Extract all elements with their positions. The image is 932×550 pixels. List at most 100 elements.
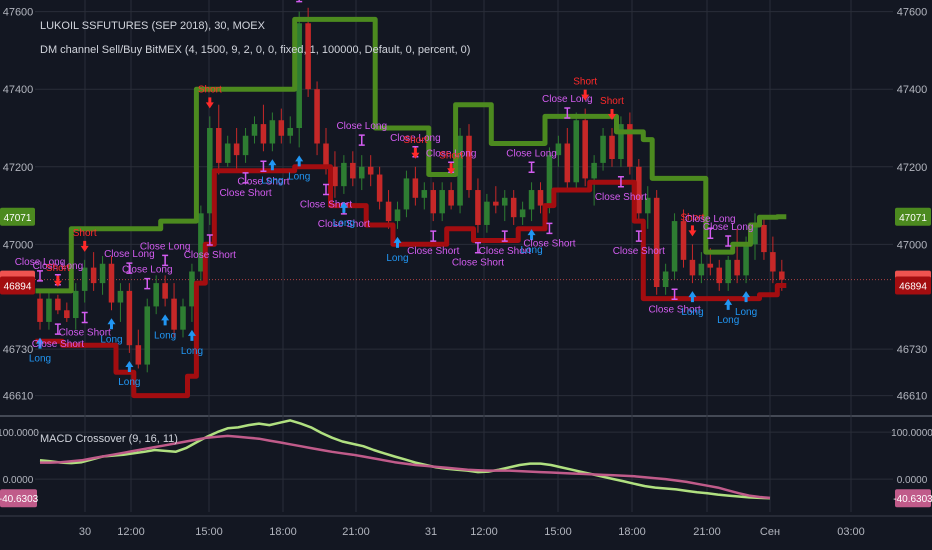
candle-down [376, 174, 383, 202]
long-signal-label: Long [154, 330, 176, 341]
close-long-marker-icon [37, 270, 43, 282]
close-short-label: Close Short [237, 176, 289, 187]
close-long-label: Close Long [542, 94, 593, 105]
long-signal-label: Long [181, 346, 203, 357]
macd-value-tag-right [895, 489, 931, 508]
candle-up [117, 290, 124, 303]
candle-up [224, 143, 231, 163]
close-long-marker-icon [707, 227, 714, 239]
short-signal-label: Short [73, 228, 97, 239]
candle-down [510, 197, 517, 218]
close-long-marker-icon [296, 0, 303, 3]
macd-y-tick-left: 0.0000 [3, 475, 34, 486]
candle-down [350, 162, 356, 179]
candle-down [260, 124, 267, 144]
close-short-label: Close Short [300, 200, 352, 211]
price-tag-left-label: 46894 [4, 281, 32, 292]
candle-down [64, 310, 70, 319]
short-arrow-icon [608, 108, 616, 120]
close-short-marker-icon [617, 176, 624, 188]
close-long-marker-icon [358, 134, 365, 146]
candle-down [564, 143, 571, 183]
long-arrow-icon [107, 318, 116, 330]
candle-up [618, 124, 624, 160]
macd-legend: MACD Crossover (9, 16, 11) [40, 433, 178, 445]
price-tag-left-label: 47071 [4, 213, 32, 224]
x-tick-label: 12:00 [117, 526, 145, 538]
close-long-label: Close Long [140, 241, 191, 252]
close-long-label: Close Long [122, 265, 173, 276]
candle-up [528, 190, 535, 210]
candle-down [37, 298, 43, 322]
close-short-marker-icon [671, 288, 678, 301]
close-short-label: Close Short [613, 246, 665, 257]
candle-up [555, 143, 562, 156]
short-arrow-icon [581, 89, 590, 101]
candle-down [332, 166, 338, 187]
candle-down [278, 120, 285, 136]
close-long-label: Close Long [336, 121, 387, 132]
x-tick-label: 18:00 [269, 526, 297, 538]
candle-up [671, 221, 678, 272]
candle-down [233, 143, 240, 156]
x-tick-label: 15:00 [544, 526, 572, 538]
candle-up [421, 190, 428, 198]
y-tick-label-left: 46610 [3, 391, 34, 403]
candle-down [135, 345, 142, 365]
x-tick-label: 18:00 [618, 526, 646, 538]
candle-down [385, 201, 392, 222]
candle-up [743, 244, 749, 276]
long-arrow-icon [724, 298, 733, 310]
close-short-marker-icon [242, 172, 249, 184]
short-signal-label: Short [680, 212, 704, 223]
close-long-marker-icon [162, 254, 169, 267]
candle-up [457, 135, 463, 206]
short-signal-label: Short [46, 263, 70, 274]
y-tick-label-right: 47400 [897, 84, 928, 96]
long-arrow-icon [688, 291, 697, 303]
candle-up [144, 306, 151, 365]
close-long-label: Close Long [104, 249, 155, 260]
close-long-marker-icon [564, 107, 571, 119]
candle-up [519, 209, 526, 218]
candle-down [126, 290, 133, 346]
long-arrow-icon [295, 155, 304, 167]
price-tag-label: 46894 [899, 281, 927, 292]
macd-value-tag-left-label: -40.6303 [0, 494, 39, 505]
y-tick-label-right: 47200 [897, 162, 928, 174]
candle-up [287, 127, 294, 136]
long-arrow-icon [125, 360, 134, 372]
long-signal-label: Long [520, 245, 542, 256]
candle-up [403, 178, 410, 210]
long-arrow-icon [742, 291, 751, 303]
x-tick-label: 12:00 [470, 526, 498, 538]
candle-up [752, 224, 758, 245]
x-tick-label: Сен [760, 526, 780, 538]
candle-down [412, 178, 419, 198]
candle-up [484, 201, 490, 225]
long-signal-label: Long [118, 377, 140, 388]
candle-down [314, 89, 320, 144]
candle-down [609, 135, 615, 160]
close-short-marker-icon [206, 234, 213, 246]
candle-up [72, 290, 79, 319]
signal-series-line [40, 434, 771, 500]
candle-up [573, 120, 580, 183]
macd-y-tick-right: 0.0000 [897, 475, 928, 486]
x-tick-label: 21:00 [693, 526, 721, 538]
y-tick-label-right: 47600 [897, 7, 928, 19]
close-long-marker-icon [144, 277, 151, 290]
candle-down [367, 166, 374, 175]
candle-up [662, 271, 669, 288]
long-signal-label: Long [100, 334, 122, 345]
candle-up [269, 120, 276, 144]
candle-up [501, 197, 508, 206]
candle-down [305, 23, 311, 90]
candle-up [439, 190, 445, 214]
macd-value-tag-right-label: -40.6303 [893, 494, 932, 505]
close-short-marker-icon [54, 323, 61, 335]
close-short-label: Close Short [648, 304, 700, 315]
macd-value-tag-left [0, 489, 37, 508]
